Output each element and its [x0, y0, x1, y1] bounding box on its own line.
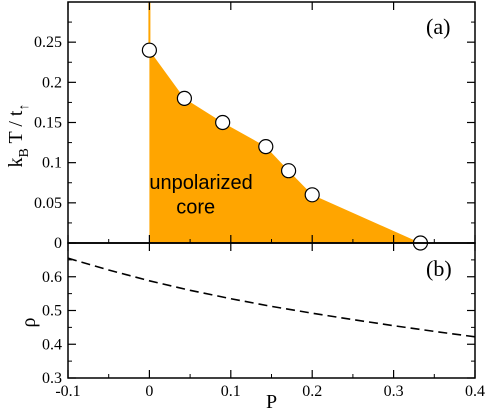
region-label-line2: core — [176, 196, 215, 218]
y-label-k: k — [5, 158, 27, 168]
panel-b-x-ticks: -0.1 0 0.1 0.2 0.3 0.4 — [55, 2, 485, 400]
a-ytick-label-2: 0.1 — [42, 155, 62, 172]
a-ytick-label-1: 0.05 — [34, 195, 62, 212]
unpolarized-core-region — [149, 50, 421, 244]
a-ytick-label-4: 0.2 — [42, 74, 62, 91]
panel-a-phase-diagram: 0 0.05 0.1 0.15 0.2 0.25 kB T / t↑ (a) unpola… — [5, 1, 476, 252]
x-axis-label: P — [266, 391, 277, 413]
xtick-label-3: 0.2 — [302, 383, 322, 400]
b-ytick-label-2: 0.5 — [42, 303, 62, 320]
y-label-sub-b: B — [17, 148, 32, 157]
data-point-2 — [215, 114, 231, 131]
panel-a-y-ticks: 0 0.05 0.1 0.15 0.2 0.25 — [34, 21, 475, 252]
data-point-3 — [258, 139, 274, 155]
data-point-4 — [280, 163, 297, 179]
xtick-label-1: 0 — [145, 383, 153, 400]
xtick-label-4: 0.3 — [384, 383, 404, 400]
a-ytick-label-3: 0.15 — [34, 115, 62, 132]
panel-b-frame — [67, 242, 476, 379]
panel-b-y-axis-label: ρ — [18, 317, 40, 327]
a-ytick-label-5: 0.25 — [34, 34, 62, 51]
region-label-line1: unpolarized — [149, 172, 252, 194]
data-point-1 — [176, 90, 193, 107]
critical-temperature-points — [141, 42, 429, 251]
y-label-mid: T / t — [5, 110, 27, 148]
xtick-label-0: -0.1 — [55, 383, 80, 400]
b-ytick-label-3: 0.6 — [42, 269, 62, 286]
panel-a-y-axis-label: kB T / t↑ — [5, 104, 32, 168]
panel-b-density-plot: 0.3 0.4 0.5 0.6 -0.1 0 0.1 0.2 0.3 0.4 ρ P (b) — [18, 2, 485, 413]
b-ytick-label-0: 0.3 — [42, 370, 62, 387]
xtick-label-2: 0.1 — [221, 383, 241, 400]
data-point-5 — [304, 187, 320, 203]
panel-a-label: (a) — [426, 14, 450, 39]
xtick-label-5: 0.4 — [465, 383, 485, 400]
panel-b-label: (b) — [426, 256, 452, 281]
data-point-0 — [141, 42, 157, 58]
a-ytick-label-0: 0 — [54, 235, 62, 252]
density-dashed-line — [67, 257, 476, 338]
b-ytick-label-1: 0.4 — [42, 336, 62, 353]
y-label-sub-up: ↑ — [17, 104, 32, 111]
panel-b-y-ticks: 0.3 0.4 0.5 0.6 — [42, 259, 475, 387]
